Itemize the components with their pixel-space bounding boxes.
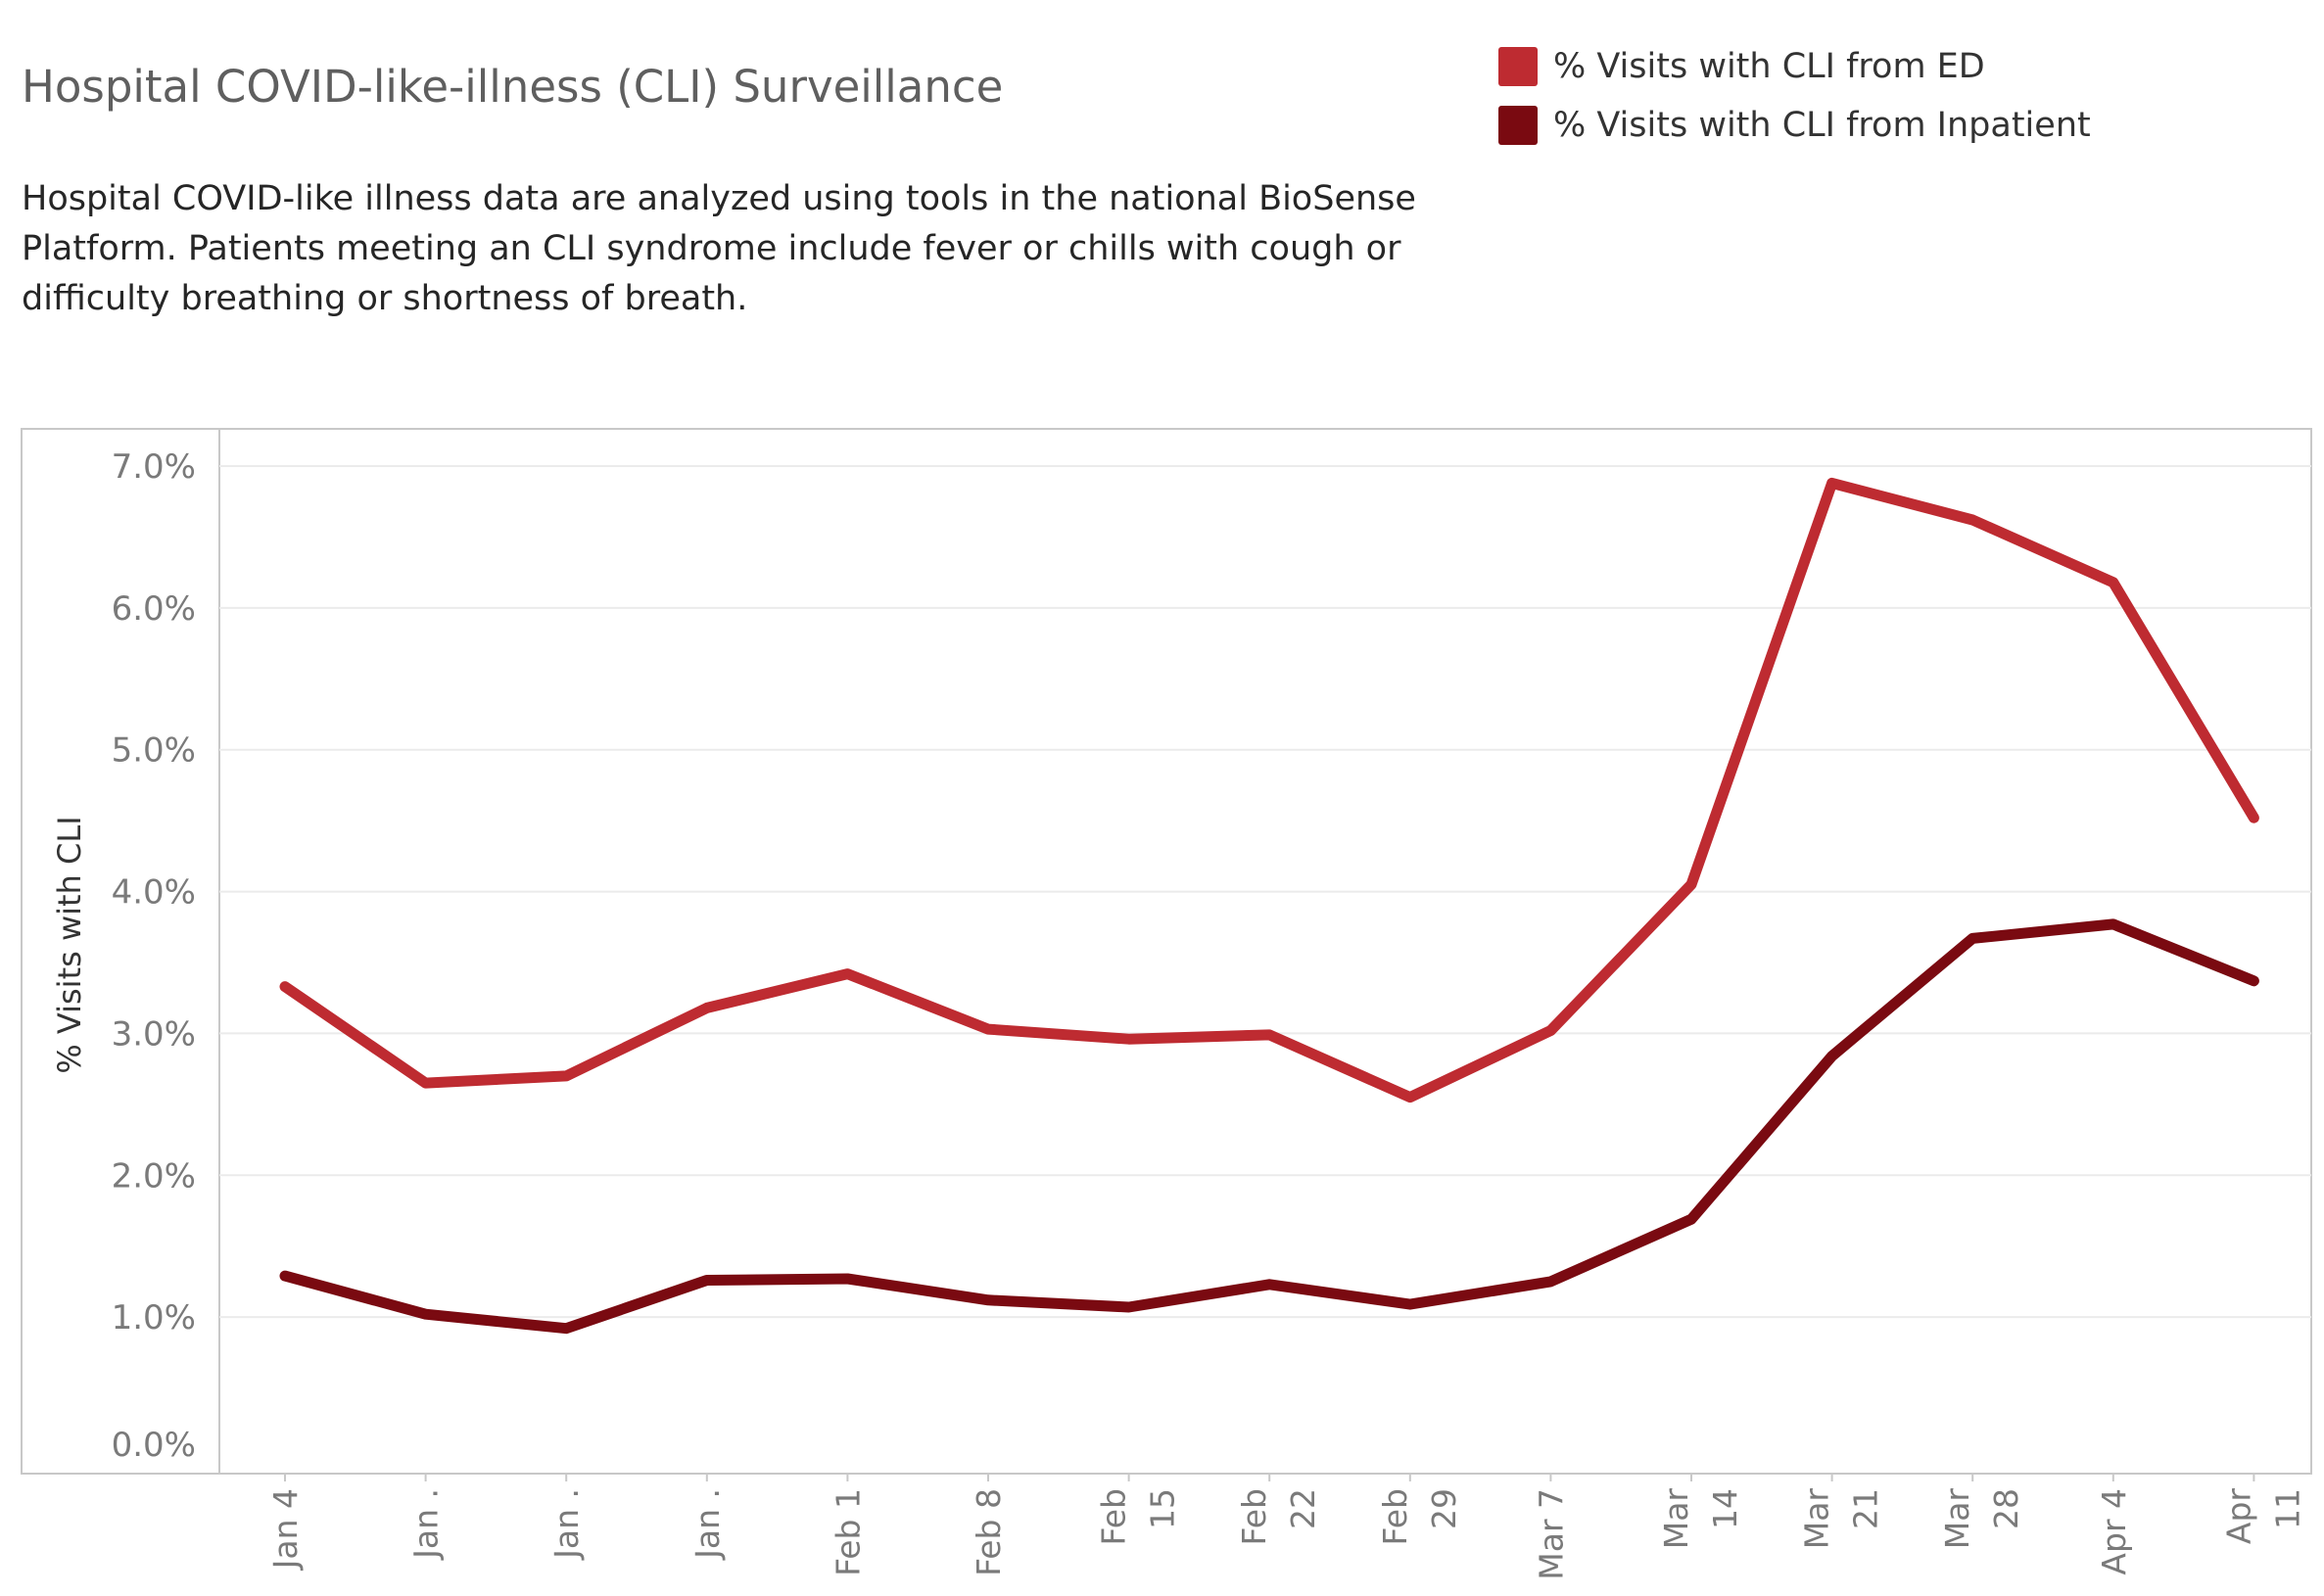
x-tick-label-line2: 15 [1144, 1488, 1182, 1529]
y-tick-label: 5.0% [112, 731, 196, 771]
x-tick-label: Feb 1 [829, 1488, 867, 1576]
y-tick-label: 6.0% [112, 589, 196, 629]
x-tick-label: Jan . [547, 1488, 586, 1561]
data-point [422, 1080, 429, 1087]
data-point [563, 1072, 570, 1079]
y-tick-label: 3.0% [112, 1014, 196, 1054]
data-point [1547, 1278, 1554, 1285]
legend-item-inpatient[interactable]: % Visits with CLI from Inpatient [1498, 96, 2091, 155]
page-title: Hospital COVID-like-illness (CLI) Survei… [22, 61, 1004, 113]
x-tick-label: Jan . [407, 1488, 446, 1561]
series-line-ed [279, 477, 2259, 1103]
data-point [2110, 579, 2116, 586]
y-tick-label: 0.0% [112, 1426, 196, 1465]
data-point [563, 1325, 570, 1332]
x-tick-label: Feb [1235, 1488, 1273, 1545]
y-axis-title: % Visits with CLI [51, 816, 88, 1073]
data-point [844, 1276, 851, 1283]
legend: % Visits with CLI from ED % Visits with … [1498, 37, 2091, 155]
data-point [1406, 1301, 1413, 1308]
x-tick-label-line2: 11 [2268, 1488, 2306, 1529]
x-tick-label: Mar [1798, 1488, 1836, 1550]
legend-swatch-ed [1498, 47, 1538, 86]
data-point [1125, 1304, 1132, 1311]
data-point [1266, 1281, 1273, 1288]
x-tick-label-line2: 29 [1425, 1488, 1463, 1529]
data-point [1688, 881, 1694, 888]
x-tick-label: Jan 4 [266, 1488, 305, 1571]
data-point [1125, 1036, 1132, 1043]
x-tick-label: Mar [1938, 1488, 1976, 1550]
legend-swatch-inpatient [1498, 106, 1538, 145]
series-line-inpatient [279, 918, 2259, 1335]
data-point [985, 1026, 991, 1033]
x-tick-label-line2: 28 [1987, 1488, 2025, 1529]
data-point [1969, 935, 1976, 942]
x-tick-label: Feb [1376, 1488, 1414, 1545]
data-point [703, 1005, 710, 1011]
y-tick-label: 1.0% [112, 1298, 196, 1338]
legend-label-inpatient: % Visits with CLI from Inpatient [1553, 106, 2091, 145]
x-tick-label-line2: 14 [1706, 1488, 1744, 1529]
data-point [1406, 1094, 1413, 1101]
data-point [1266, 1031, 1273, 1038]
x-tick-label: Feb [1095, 1488, 1133, 1545]
data-point [703, 1277, 710, 1284]
chart-description: Hospital COVID-like illness data are ana… [22, 179, 1416, 318]
data-point [2110, 920, 2116, 927]
data-point [282, 983, 288, 990]
x-tick-label: Mar 7 [1532, 1488, 1570, 1580]
data-point [422, 1311, 429, 1318]
data-point [1969, 517, 1976, 524]
legend-label-ed: % Visits with CLI from ED [1553, 47, 1985, 86]
data-point [1828, 1053, 1835, 1059]
plot-frame [21, 428, 2312, 1475]
y-tick-label: 4.0% [112, 873, 196, 913]
data-point [2251, 815, 2257, 821]
x-tick-label: Jan . [688, 1488, 727, 1561]
data-point [282, 1273, 288, 1280]
data-point [1688, 1216, 1694, 1223]
x-tick-label: Apr 4 [2095, 1488, 2133, 1575]
x-tick-label-line2: 21 [1847, 1488, 1885, 1529]
data-point [1828, 480, 1835, 487]
x-tick-label-line2: 22 [1284, 1488, 1322, 1529]
data-point [1547, 1027, 1554, 1034]
y-tick-label: 2.0% [112, 1156, 196, 1196]
data-point [985, 1296, 991, 1303]
data-point [2251, 977, 2257, 984]
x-tick-label: Apr [2219, 1488, 2257, 1545]
y-tick-label: 7.0% [112, 447, 196, 487]
x-tick-label: Feb 8 [970, 1488, 1008, 1576]
x-tick-label: Mar [1657, 1488, 1695, 1550]
data-point [844, 970, 851, 977]
legend-item-ed[interactable]: % Visits with CLI from ED [1498, 37, 2091, 96]
